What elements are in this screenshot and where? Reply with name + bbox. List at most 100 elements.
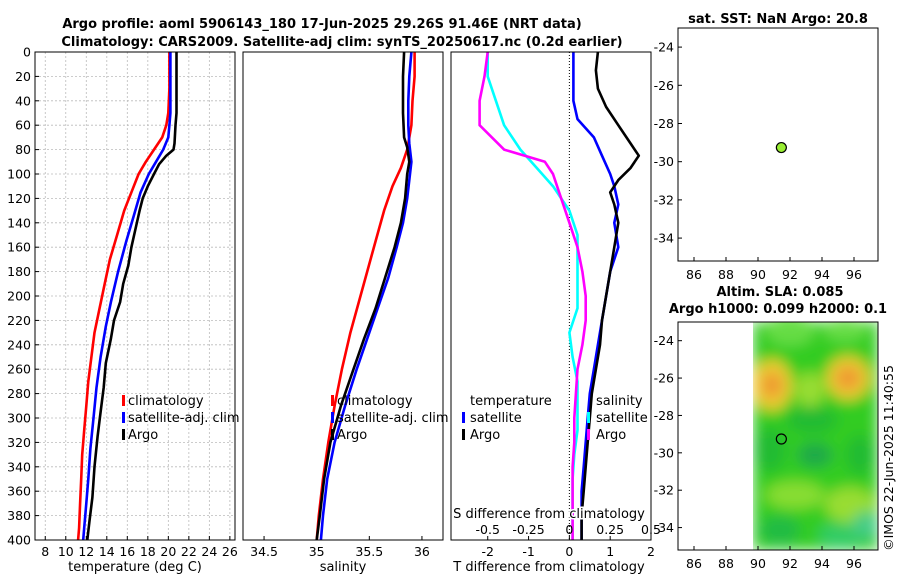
legend-label-satellite: satellite-adj. clim (128, 411, 240, 426)
y-tick-label: 120 (7, 191, 31, 206)
legend-swatch-t-argo (462, 429, 465, 440)
x-tick-label: 16 (119, 544, 135, 559)
legend-swatch-satellite (122, 412, 125, 423)
x-tick-label: 8 (41, 544, 49, 559)
sla-map-frame (677, 321, 879, 551)
temperature-panel: 0 20 40 60 80 100 120 140 160 180 200 220 240 260 280 3… (7, 45, 239, 576)
series-line-climatology (315, 52, 416, 540)
difference-panel: S difference from climatology -0.5 -0.25 0… (450, 51, 661, 575)
s-tick-label: -0.25 (512, 522, 544, 537)
depth-tick-labels: 0 20 40 60 80 100 120 140 160 180 200 220 240 260 280 3… (7, 45, 39, 548)
x-tick-label: 24 (201, 544, 217, 559)
series-line-satellite-adj-clim (81, 52, 172, 540)
salinity-xlabel: salinity (320, 560, 367, 575)
map-y-tick-label: -28 (654, 408, 674, 423)
temperature-grid (35, 51, 235, 541)
map-y-tick-label: -26 (654, 78, 674, 93)
series-line-argo (86, 52, 178, 540)
s-tick-label: -0.5 (476, 522, 500, 537)
y-tick-label: 60 (15, 118, 31, 133)
s-tick-label: 0.5 (641, 522, 661, 537)
argo-location-marker (775, 433, 787, 445)
salinity-legend: climatology satellite-adj. clim Argo (331, 394, 449, 443)
y-tick-label: 40 (15, 93, 31, 108)
t-difference-tick-labels: -2 -1 0 1 2 (482, 536, 655, 559)
x-tick-label: 2 (647, 544, 655, 559)
legend-label-climatology: climatology (128, 394, 204, 409)
x-tick-label: 18 (140, 544, 156, 559)
y-tick-label: 240 (7, 337, 31, 352)
sla-map-ticks: 86 88 90 92 94 96 -24 -26 -28 -30 -32 -34 (654, 333, 862, 571)
map-y-tick-label: -24 (654, 40, 674, 55)
y-tick-label: 160 (7, 240, 31, 255)
legend-swatch-argo (122, 429, 125, 440)
sla-map-panel: Altim. SLA: 0.085 Argo h1000: 0.099 h200… (654, 285, 888, 571)
sst-map-title: sat. SST: NaN Argo: 20.8 (688, 12, 868, 27)
salinity-panel: 34.5 35 35.5 36 salinity climatology satell… (242, 51, 449, 575)
difference-legend-temperature: temperature satellite Argo (462, 394, 552, 443)
legend-label-argo: Argo (128, 428, 158, 443)
y-tick-label: 340 (7, 459, 31, 474)
sla-map-title-line1: Altim. SLA: 0.085 (717, 285, 844, 300)
map-x-tick-label: 86 (686, 556, 702, 571)
x-tick-label: 34.5 (250, 544, 278, 559)
map-y-tick-label: -32 (654, 483, 674, 498)
x-tick-label: 20 (160, 544, 176, 559)
legend-label-t-satellite: satellite (470, 411, 522, 426)
temperature-series (76, 52, 178, 540)
map-x-tick-label: 94 (814, 556, 830, 571)
x-tick-label: 22 (181, 544, 197, 559)
map-x-tick-label: 96 (846, 556, 862, 571)
legend-swatch-argo (331, 429, 334, 440)
temperature-legend: climatology satellite-adj. clim Argo (122, 394, 240, 443)
map-x-tick-label: 88 (718, 556, 734, 571)
temperature-tick-labels: 8 10 12 14 16 18 20 22 24 26 (41, 536, 238, 559)
s-tick-label: 0.25 (596, 522, 624, 537)
y-tick-label: 20 (15, 69, 31, 84)
x-tick-label: 1 (606, 544, 614, 559)
x-tick-label: 35.5 (355, 544, 383, 559)
map-x-tick-label: 90 (750, 267, 766, 282)
series-line-s-argo (478, 52, 588, 540)
sst-map-panel: sat. SST: NaN Argo: 20.8 86 88 90 92 94 96 -24… (654, 12, 879, 282)
legend-swatch-s-argo (587, 429, 590, 440)
argo-location-marker (775, 141, 787, 154)
map-x-tick-label: 96 (846, 267, 862, 282)
legend-label-t-argo: Argo (470, 428, 500, 443)
legend-label-argo: Argo (337, 428, 367, 443)
sla-map-title-line2: Argo h1000: 0.099 h2000: 0.1 (669, 302, 887, 317)
map-x-tick-label: 90 (750, 556, 766, 571)
series-line-argo (315, 52, 411, 540)
y-tick-label: 360 (7, 484, 31, 499)
sla-heatmap (753, 322, 878, 550)
difference-legend-salinity: salinity satellite Argo (587, 394, 648, 443)
x-tick-label: -1 (522, 544, 534, 559)
y-tick-label: 300 (7, 411, 31, 426)
x-tick-label: 10 (58, 544, 74, 559)
legend-title-temperature: temperature (470, 394, 552, 409)
y-tick-label: 260 (7, 362, 31, 377)
x-tick-label: 12 (78, 544, 94, 559)
map-y-tick-label: -30 (654, 154, 674, 169)
difference-series (478, 52, 641, 540)
salinity-frame (242, 51, 444, 541)
y-tick-label: 180 (7, 264, 31, 279)
x-tick-label: 0 (565, 544, 573, 559)
s-tick-label: 0 (565, 522, 573, 537)
x-tick-label: 36 (414, 544, 430, 559)
sst-map-ticks: 86 88 90 92 94 96 -24 -26 -28 -30 -32 -34 (654, 40, 862, 282)
y-tick-label: 280 (7, 386, 31, 401)
salinity-series (315, 52, 416, 540)
x-tick-label: 26 (222, 544, 238, 559)
y-tick-label: 80 (15, 142, 31, 157)
difference-frame (450, 51, 652, 541)
map-y-tick-label: -32 (654, 192, 674, 207)
t-difference-xlabel: T difference from climatology (452, 560, 645, 575)
legend-swatch-t-satellite (462, 412, 465, 423)
legend-swatch-climatology (122, 395, 125, 406)
legend-swatch-satellite (331, 412, 334, 423)
map-y-tick-label: -26 (654, 371, 674, 386)
title-line1: Argo profile: aoml 5906143_180 17-Jun-20… (62, 17, 581, 32)
y-tick-label: 320 (7, 435, 31, 450)
